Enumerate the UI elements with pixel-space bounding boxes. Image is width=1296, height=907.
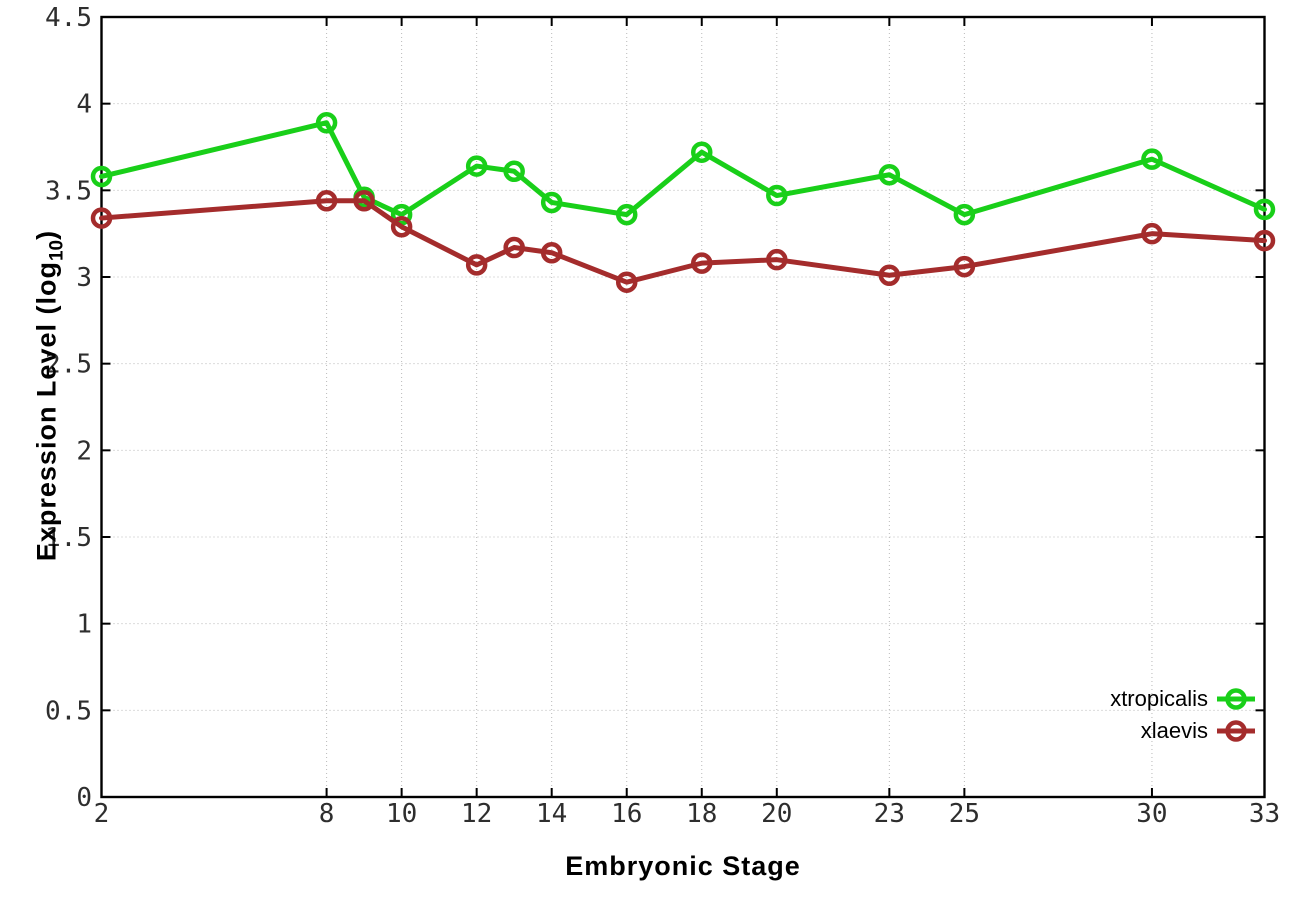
series-xtropicalis-point xyxy=(766,184,788,207)
series-xtropicalis-point xyxy=(90,165,113,188)
legend-item-xlaevis: xlaevis xyxy=(1110,715,1255,747)
x-tick-label: 10 xyxy=(386,799,417,829)
series-xlaevis-point xyxy=(540,241,563,264)
series-xtropicalis-line xyxy=(99,120,1267,218)
series-xtropicalis-point xyxy=(691,141,713,163)
y-axis-label-subscript: 10 xyxy=(46,239,68,262)
series-xtropicalis-point xyxy=(1253,198,1276,221)
y-tick-label: 1.5 xyxy=(45,523,92,553)
series-xtropicalis-point xyxy=(615,203,638,226)
y-tick-label: 2 xyxy=(76,436,92,466)
y-tick-label: 4 xyxy=(76,90,92,120)
y-tick-label: 0.5 xyxy=(45,696,92,726)
x-tick-label: 8 xyxy=(319,799,335,829)
y-tick-label: 2.5 xyxy=(45,350,92,380)
y-axis-label-close: ) xyxy=(31,229,62,240)
plot-border xyxy=(100,15,1266,799)
x-tick-label: 14 xyxy=(536,799,567,829)
y-axis-label: Expression Level (log10) xyxy=(32,176,69,616)
y-tick-label: 3 xyxy=(76,263,92,293)
series-xlaevis-point xyxy=(691,252,713,274)
series-xtropicalis-point xyxy=(465,155,488,177)
series-xlaevis-point xyxy=(766,248,788,271)
y-tick-label: 3.5 xyxy=(45,176,92,206)
series-xlaevis-point xyxy=(615,271,638,293)
legend-key-xlaevis xyxy=(1217,720,1255,742)
series-xlaevis xyxy=(90,189,1276,293)
x-tick-label: 12 xyxy=(461,799,492,829)
series-xlaevis-point xyxy=(90,207,113,229)
series-xlaevis-line xyxy=(99,198,1267,285)
legend-label-xtropicalis: xtropicalis xyxy=(1110,686,1208,711)
legend-key-circle-icon xyxy=(1225,688,1247,710)
series-xtropicalis-point xyxy=(953,203,976,226)
y-tick-label: 1 xyxy=(76,610,92,640)
series-xtropicalis-point xyxy=(315,111,338,134)
legend-key-xtropicalis xyxy=(1217,688,1255,710)
x-tick-label: 30 xyxy=(1136,799,1167,829)
series-xtropicalis-point xyxy=(1141,148,1163,170)
x-tick-label: 33 xyxy=(1249,799,1280,829)
series-xlaevis-point xyxy=(465,254,488,276)
y-tick-label: 4.5 xyxy=(45,3,92,33)
x-tick-label: 20 xyxy=(761,799,792,829)
x-tick-label: 16 xyxy=(611,799,642,829)
series-xlaevis-point xyxy=(878,264,901,287)
series-xtropicalis-point xyxy=(503,160,525,183)
series-xtropicalis-point xyxy=(540,191,563,214)
x-tick-label: 25 xyxy=(949,799,980,829)
series-xtropicalis-point xyxy=(878,163,901,186)
series-xlaevis-point xyxy=(1141,222,1163,245)
legend: xtropicalis xlaevis xyxy=(1110,683,1255,747)
legend-key-circle-icon xyxy=(1225,720,1247,742)
series-xlaevis-point xyxy=(1253,229,1276,252)
series-xlaevis-point xyxy=(315,189,338,212)
x-tick-label: 18 xyxy=(686,799,717,829)
x-tick-label: 2 xyxy=(94,799,110,829)
series-xlaevis-point xyxy=(390,215,413,238)
series-xlaevis-point xyxy=(503,236,525,259)
y-tick-label: 0 xyxy=(76,783,92,813)
y-axis-label-main: Expression Level (log xyxy=(31,261,62,562)
x-axis-label: Embryonic Stage xyxy=(565,851,801,881)
series-xtropicalis-point xyxy=(390,203,413,226)
legend-label-xlaevis: xlaevis xyxy=(1140,718,1208,743)
series-xlaevis-point xyxy=(953,255,976,278)
x-tick-label: 23 xyxy=(874,799,905,829)
series-xlaevis-point xyxy=(353,189,375,212)
legend-item-xtropicalis: xtropicalis xyxy=(1110,683,1255,715)
